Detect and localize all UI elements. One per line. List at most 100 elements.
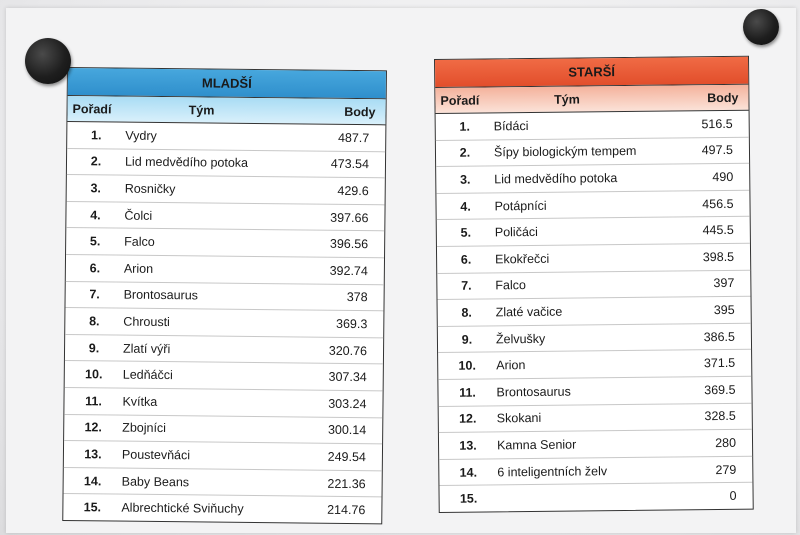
rank-cell: 2. [459, 146, 471, 161]
points-cell: 487.7 [337, 130, 370, 145]
header-team: Tým [553, 91, 580, 107]
rank-cell: 11. [85, 393, 102, 409]
table-row: 2. Šípy biologickým tempem 497.5 [435, 137, 750, 168]
magnet [743, 9, 779, 45]
rank-cell: 13. [84, 447, 102, 462]
header-row: Pořadí Tým Body [435, 84, 749, 114]
team-cell: Zlatí výři [122, 341, 171, 356]
team-cell: Brontosaurus [496, 384, 571, 400]
points-cell: 320.76 [328, 343, 368, 358]
points-cell: 490 [712, 169, 734, 185]
rank-cell: 6. [89, 261, 101, 276]
header-points: Body [344, 104, 376, 119]
magnet [25, 38, 71, 84]
rank-cell: 6. [460, 252, 472, 267]
team-cell: Skokani [496, 411, 542, 426]
table-row: 2. Lid medvědího potoka 473.54 [66, 148, 386, 179]
points-cell: 280 [715, 435, 737, 450]
points-cell: 369.3 [335, 316, 368, 332]
header-rank: Pořadí [440, 93, 480, 108]
team-cell [498, 497, 659, 499]
team-cell: Arion [496, 358, 526, 373]
rank-cell: 11. [459, 385, 476, 400]
table-row: 14. Baby Beans 221.36 [63, 467, 382, 498]
team-cell: Šípy biologickým tempem [493, 144, 637, 160]
table-row: 5. Poličáci 445.5 [436, 217, 750, 247]
rows-left: 1. Vydry 487.7 2. Lid medvědího potoka 473.54… [63, 122, 386, 523]
points-cell: 369.5 [704, 382, 736, 397]
team-cell: Bídáci [493, 118, 529, 134]
rank-cell: 3. [90, 181, 102, 196]
team-cell: Rosničky [124, 181, 176, 197]
points-cell: 456.5 [702, 196, 734, 211]
table-row: 12. Skokani 328.5 [438, 403, 752, 434]
team-cell: Lid medvědího potoka [494, 171, 618, 187]
points-cell: 371.5 [703, 356, 736, 371]
rank-cell: 9. [88, 340, 100, 355]
team-cell: Poustevňáci [121, 447, 191, 463]
team-cell: Lid medvědího potoka [124, 155, 249, 171]
table-row: 11. Brontosaurus 369.5 [438, 376, 752, 407]
table-row: 15. Albrechtické Sviňuchy 214.76 [63, 494, 381, 523]
team-cell: Vydry [125, 128, 157, 143]
rank-cell: 7. [89, 287, 100, 302]
rank-cell: 15. [83, 500, 102, 515]
table-row: 6. Arion 392.74 [65, 254, 385, 285]
team-cell: Zlaté vačice [495, 304, 563, 320]
rank-cell: 4. [460, 199, 471, 214]
points-cell: 386.5 [703, 329, 735, 344]
rank-cell: 12. [84, 420, 102, 435]
rank-cell: 5. [89, 234, 101, 249]
points-cell: 221.36 [327, 476, 366, 491]
team-cell: Arion [123, 261, 154, 276]
table-row: 4. Čolci 397.66 [66, 201, 385, 232]
points-cell: 378 [346, 290, 368, 305]
team-cell: Brontosaurus [123, 287, 199, 303]
rank-cell: 5. [460, 225, 472, 240]
rank-cell: 2. [90, 154, 102, 169]
team-cell: Potápníci [494, 198, 547, 213]
rank-cell: 14. [83, 473, 102, 488]
points-cell: 497.5 [701, 143, 734, 158]
table-row: 10. Ledňáčci 307.34 [64, 361, 383, 392]
team-cell: Ekokřečci [495, 251, 550, 267]
rank-cell: 14. [459, 465, 478, 480]
table-row: 8. Zlaté vačice 395 [437, 296, 751, 327]
rows-right: 1. Bídáci 516.5 2. Šípy biologickým tempem 49… [435, 110, 753, 512]
team-cell: Poličáci [494, 225, 538, 240]
table-row: 9. Želvušky 386.5 [437, 323, 752, 354]
table-row: 9. Zlatí výři 320.76 [64, 334, 384, 365]
points-cell: 0 [729, 488, 737, 504]
points-cell: 398.5 [702, 249, 735, 264]
rank-cell: 10. [458, 358, 476, 373]
points-cell: 303.24 [328, 396, 367, 411]
rank-cell: 4. [90, 207, 101, 222]
points-cell: 328.5 [704, 409, 736, 424]
rank-cell: 1. [90, 128, 102, 143]
team-cell: Falco [124, 234, 155, 250]
table-row: 1. Bídáci 516.5 [435, 110, 749, 141]
group-title: STARŠÍ [435, 56, 749, 88]
table-row: 5. Falco 396.56 [66, 228, 385, 259]
team-cell: Zbojníci [122, 420, 167, 436]
header-row: Pořadí Tým Body [67, 96, 386, 126]
points-cell: 473.54 [330, 157, 370, 172]
board-mladsi: MLADŠÍ Pořadí Tým Body 1. Vydry 487.7 2. Lid… [62, 67, 387, 525]
team-cell: Želvušky [495, 331, 546, 346]
points-cell: 429.6 [337, 183, 369, 199]
rank-cell: 8. [89, 314, 100, 329]
rank-cell: 9. [461, 332, 473, 347]
board-starsi: STARŠÍ Pořadí Tým Body 1. Bídáci 516.5 2. Ší… [434, 55, 754, 513]
table-row: 3. Lid medvědího potoka 490 [436, 163, 750, 194]
points-cell: 396.56 [329, 236, 369, 252]
team-cell: Ledňáčci [122, 367, 173, 383]
table-row: 15. 0 [439, 483, 752, 512]
team-cell: Kamna Senior [496, 437, 577, 453]
team-cell: 6 inteligentních želv [497, 463, 608, 479]
table-row: 12. Zbojníci 300.14 [64, 414, 383, 445]
team-cell: Čolci [124, 208, 153, 223]
rank-cell: 3. [459, 172, 471, 187]
table-row: 13. Poustevňáci 249.54 [63, 441, 383, 472]
points-cell: 300.14 [327, 423, 367, 438]
table-row: 1. Vydry 487.7 [67, 122, 386, 152]
